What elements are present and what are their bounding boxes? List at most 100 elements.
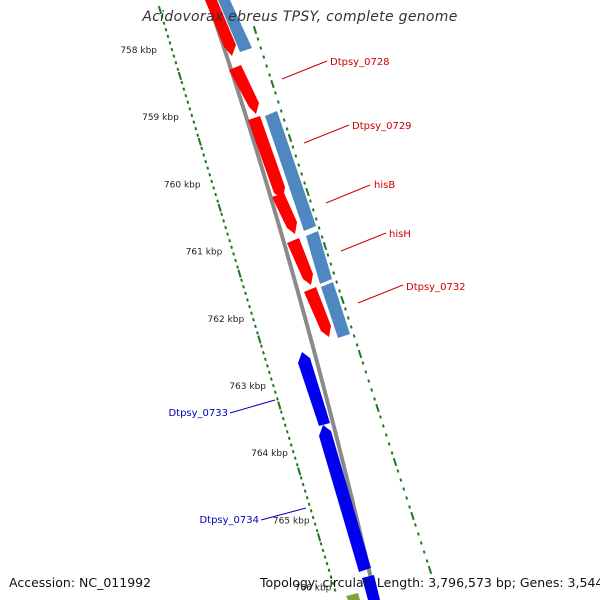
ruler-major-tick: [157, 5, 163, 15]
ruler-minor-tick: [260, 344, 263, 348]
ruler-labels: 758 kbp 759 kbp 760 kbp 761 kbp 762 kbp 763 k…: [120, 46, 331, 594]
callout-line: [325, 184, 371, 204]
ruler-minor-tick: [170, 47, 174, 52]
genome-title: Acidovorax ebreus TPSY, complete genome: [142, 9, 458, 25]
ruler-major-tick: [257, 335, 262, 344]
callout-lines: [229, 60, 404, 521]
ruler-minor-tick: [379, 415, 382, 419]
ruler-minor-tick: [346, 316, 350, 320]
callout-line: [281, 60, 328, 80]
ruler-minor-tick: [248, 304, 251, 309]
gene-span-bar: [265, 111, 316, 231]
ruler-minor-tick: [364, 370, 368, 374]
ruler-label: 765 kbp: [273, 516, 310, 526]
ruler-major-tick: [297, 467, 302, 476]
ruler-minor-tick: [222, 219, 226, 223]
ruler-minor-tick: [202, 153, 206, 157]
ruler-major-tick: [375, 403, 380, 413]
ruler-major-tick: [270, 79, 275, 89]
ruler-minor-tick: [250, 311, 253, 315]
ruler-minor-tick: [256, 331, 259, 335]
ruler-minor-tick: [300, 172, 304, 176]
callout-line: [229, 399, 276, 414]
ruler-minor-tick: [242, 285, 245, 289]
ruler-minor-tick: [311, 208, 315, 212]
ruler-minor-tick: [331, 581, 335, 586]
ruler-minor-tick: [419, 541, 423, 545]
ruler-minor-tick: [285, 430, 289, 434]
ruler-minor-tick: [402, 487, 406, 491]
ruler-minor-tick: [323, 555, 327, 559]
cds-arrow: [272, 193, 297, 234]
ruler-major-tick: [322, 241, 328, 251]
ruler-major-tick: [277, 401, 282, 410]
callout-line: [340, 232, 387, 252]
ruler-minor-tick: [344, 307, 347, 311]
ruler-minor-tick: [384, 433, 388, 437]
ruler-minor-tick: [319, 542, 323, 546]
gene-span-bar: [306, 231, 332, 284]
ruler-minor-tick: [168, 41, 172, 45]
ruler-major-tick: [252, 25, 258, 35]
ruler-minor-tick: [408, 505, 411, 509]
ruler-minor-tick: [206, 166, 210, 170]
gene-label-dtpsy-0732: Dtpsy_0732: [406, 282, 466, 293]
ruler-minor-tick: [338, 289, 341, 293]
ruler-minor-tick: [162, 21, 166, 25]
ruler-label: 763 kbp: [229, 382, 266, 392]
ruler-minor-tick: [264, 357, 267, 362]
cds-arrow: [362, 575, 380, 600]
ruler-minor-tick: [200, 146, 204, 151]
ruler-minor-tick: [329, 262, 333, 266]
ruler-minor-tick: [279, 410, 283, 414]
ruler-major-tick: [410, 511, 415, 521]
ruler-minor-tick: [299, 476, 303, 480]
ruler-minor-tick: [327, 568, 331, 572]
ruler-label: 766 kbp: [295, 584, 332, 594]
ruler-minor-tick: [194, 126, 198, 131]
ruler-minor-tick: [396, 469, 400, 473]
ruler-minor-tick: [176, 67, 180, 72]
ruler-minor-tick: [352, 334, 356, 338]
ruler-label: 759 kbp: [142, 113, 179, 123]
ruler-minor-tick: [236, 265, 239, 269]
ruler-minor-tick: [228, 238, 231, 243]
genome-summary-text: Topology: circular; Length: 3,796,573 bp…: [260, 575, 600, 590]
ruler-minor-tick: [234, 258, 237, 263]
ruler-minor-tick: [182, 87, 186, 91]
gene-labels: Dtpsy_0728 Dtpsy_0729 hisB hisH Dtpsy_07…: [168, 57, 465, 526]
gene-label-dtpsy-0729: Dtpsy_0729: [352, 121, 412, 132]
ruler-minor-tick: [294, 154, 298, 158]
gene-label-dtpsy-0734: Dtpsy_0734: [199, 515, 259, 526]
cds-arrow: [248, 116, 285, 199]
ruler-minor-tick: [297, 163, 301, 167]
ruler-label: 760 kbp: [164, 180, 201, 190]
ruler-major-tick: [392, 457, 398, 467]
ruler-minor-tick: [307, 502, 311, 507]
ruler-minor-tick: [291, 449, 295, 454]
ruler-minor-tick: [259, 46, 263, 50]
cds-arrow: [229, 65, 259, 114]
ruler-minor-tick: [196, 133, 200, 137]
ruler-minor-tick: [262, 55, 266, 59]
accession-text: Accession: NC_011992: [9, 575, 152, 590]
ruler-minor-tick: [252, 318, 255, 322]
ruler-minor-tick: [425, 559, 429, 563]
ruler-minor-tick: [160, 14, 164, 19]
ruler-minor-tick: [291, 145, 295, 149]
ruler-minor-tick: [285, 127, 289, 131]
ruler-minor-tick: [186, 100, 190, 104]
gene-span-track: [218, 0, 350, 338]
ruler-minor-tick: [303, 181, 306, 185]
ruler-minor-tick: [210, 179, 214, 184]
gene-label-hish: hisH: [389, 229, 411, 240]
ruler-minor-tick: [416, 532, 420, 536]
ruler-minor-tick: [315, 528, 319, 533]
gene-label-dtpsy-0733: Dtpsy_0733: [168, 408, 228, 419]
gene-span-bar: [218, 0, 252, 52]
ruler-minor-tick: [268, 73, 271, 77]
ruler-minor-tick: [303, 489, 307, 493]
ruler-minor-tick: [265, 364, 269, 368]
ruler-minor-tick: [309, 199, 312, 203]
ruler-minor-tick: [311, 515, 315, 520]
